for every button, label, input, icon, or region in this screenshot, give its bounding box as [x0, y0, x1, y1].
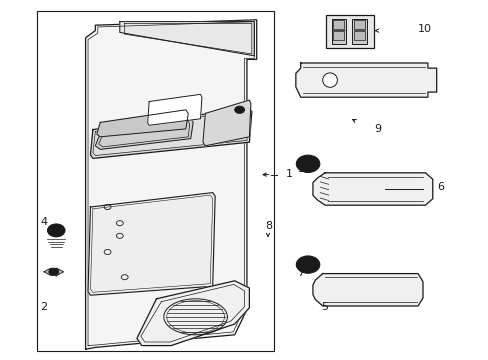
Bar	[353, 31, 364, 40]
Polygon shape	[95, 119, 193, 149]
Text: 4: 4	[40, 217, 47, 228]
Text: 7: 7	[296, 268, 304, 278]
Circle shape	[305, 262, 310, 267]
Polygon shape	[85, 20, 256, 349]
Bar	[37, 11, 273, 351]
Polygon shape	[120, 22, 254, 56]
Circle shape	[51, 227, 61, 234]
Ellipse shape	[322, 73, 337, 87]
Circle shape	[296, 155, 319, 172]
Text: 3: 3	[296, 164, 303, 174]
Circle shape	[301, 260, 314, 270]
Bar	[333, 20, 344, 29]
Polygon shape	[312, 173, 432, 205]
Text: 10: 10	[417, 24, 431, 34]
Bar	[351, 19, 366, 44]
Circle shape	[305, 162, 310, 166]
Polygon shape	[88, 193, 215, 295]
Circle shape	[301, 159, 314, 169]
Polygon shape	[97, 110, 188, 137]
Polygon shape	[203, 100, 250, 146]
Polygon shape	[147, 94, 202, 125]
Polygon shape	[137, 281, 249, 346]
Circle shape	[296, 256, 319, 273]
Polygon shape	[90, 108, 251, 158]
Bar	[333, 31, 344, 40]
Circle shape	[47, 224, 65, 237]
FancyBboxPatch shape	[325, 15, 373, 48]
Text: 8: 8	[265, 221, 272, 231]
Polygon shape	[295, 63, 436, 97]
Text: 2: 2	[40, 302, 47, 312]
Text: 5: 5	[321, 302, 327, 312]
Text: 9: 9	[373, 124, 381, 134]
Polygon shape	[312, 274, 422, 306]
Circle shape	[49, 268, 59, 275]
Polygon shape	[44, 268, 63, 275]
Text: 1: 1	[285, 168, 292, 179]
Text: 6: 6	[437, 182, 444, 192]
Bar	[331, 19, 346, 44]
Circle shape	[234, 106, 244, 113]
Bar	[353, 20, 364, 29]
